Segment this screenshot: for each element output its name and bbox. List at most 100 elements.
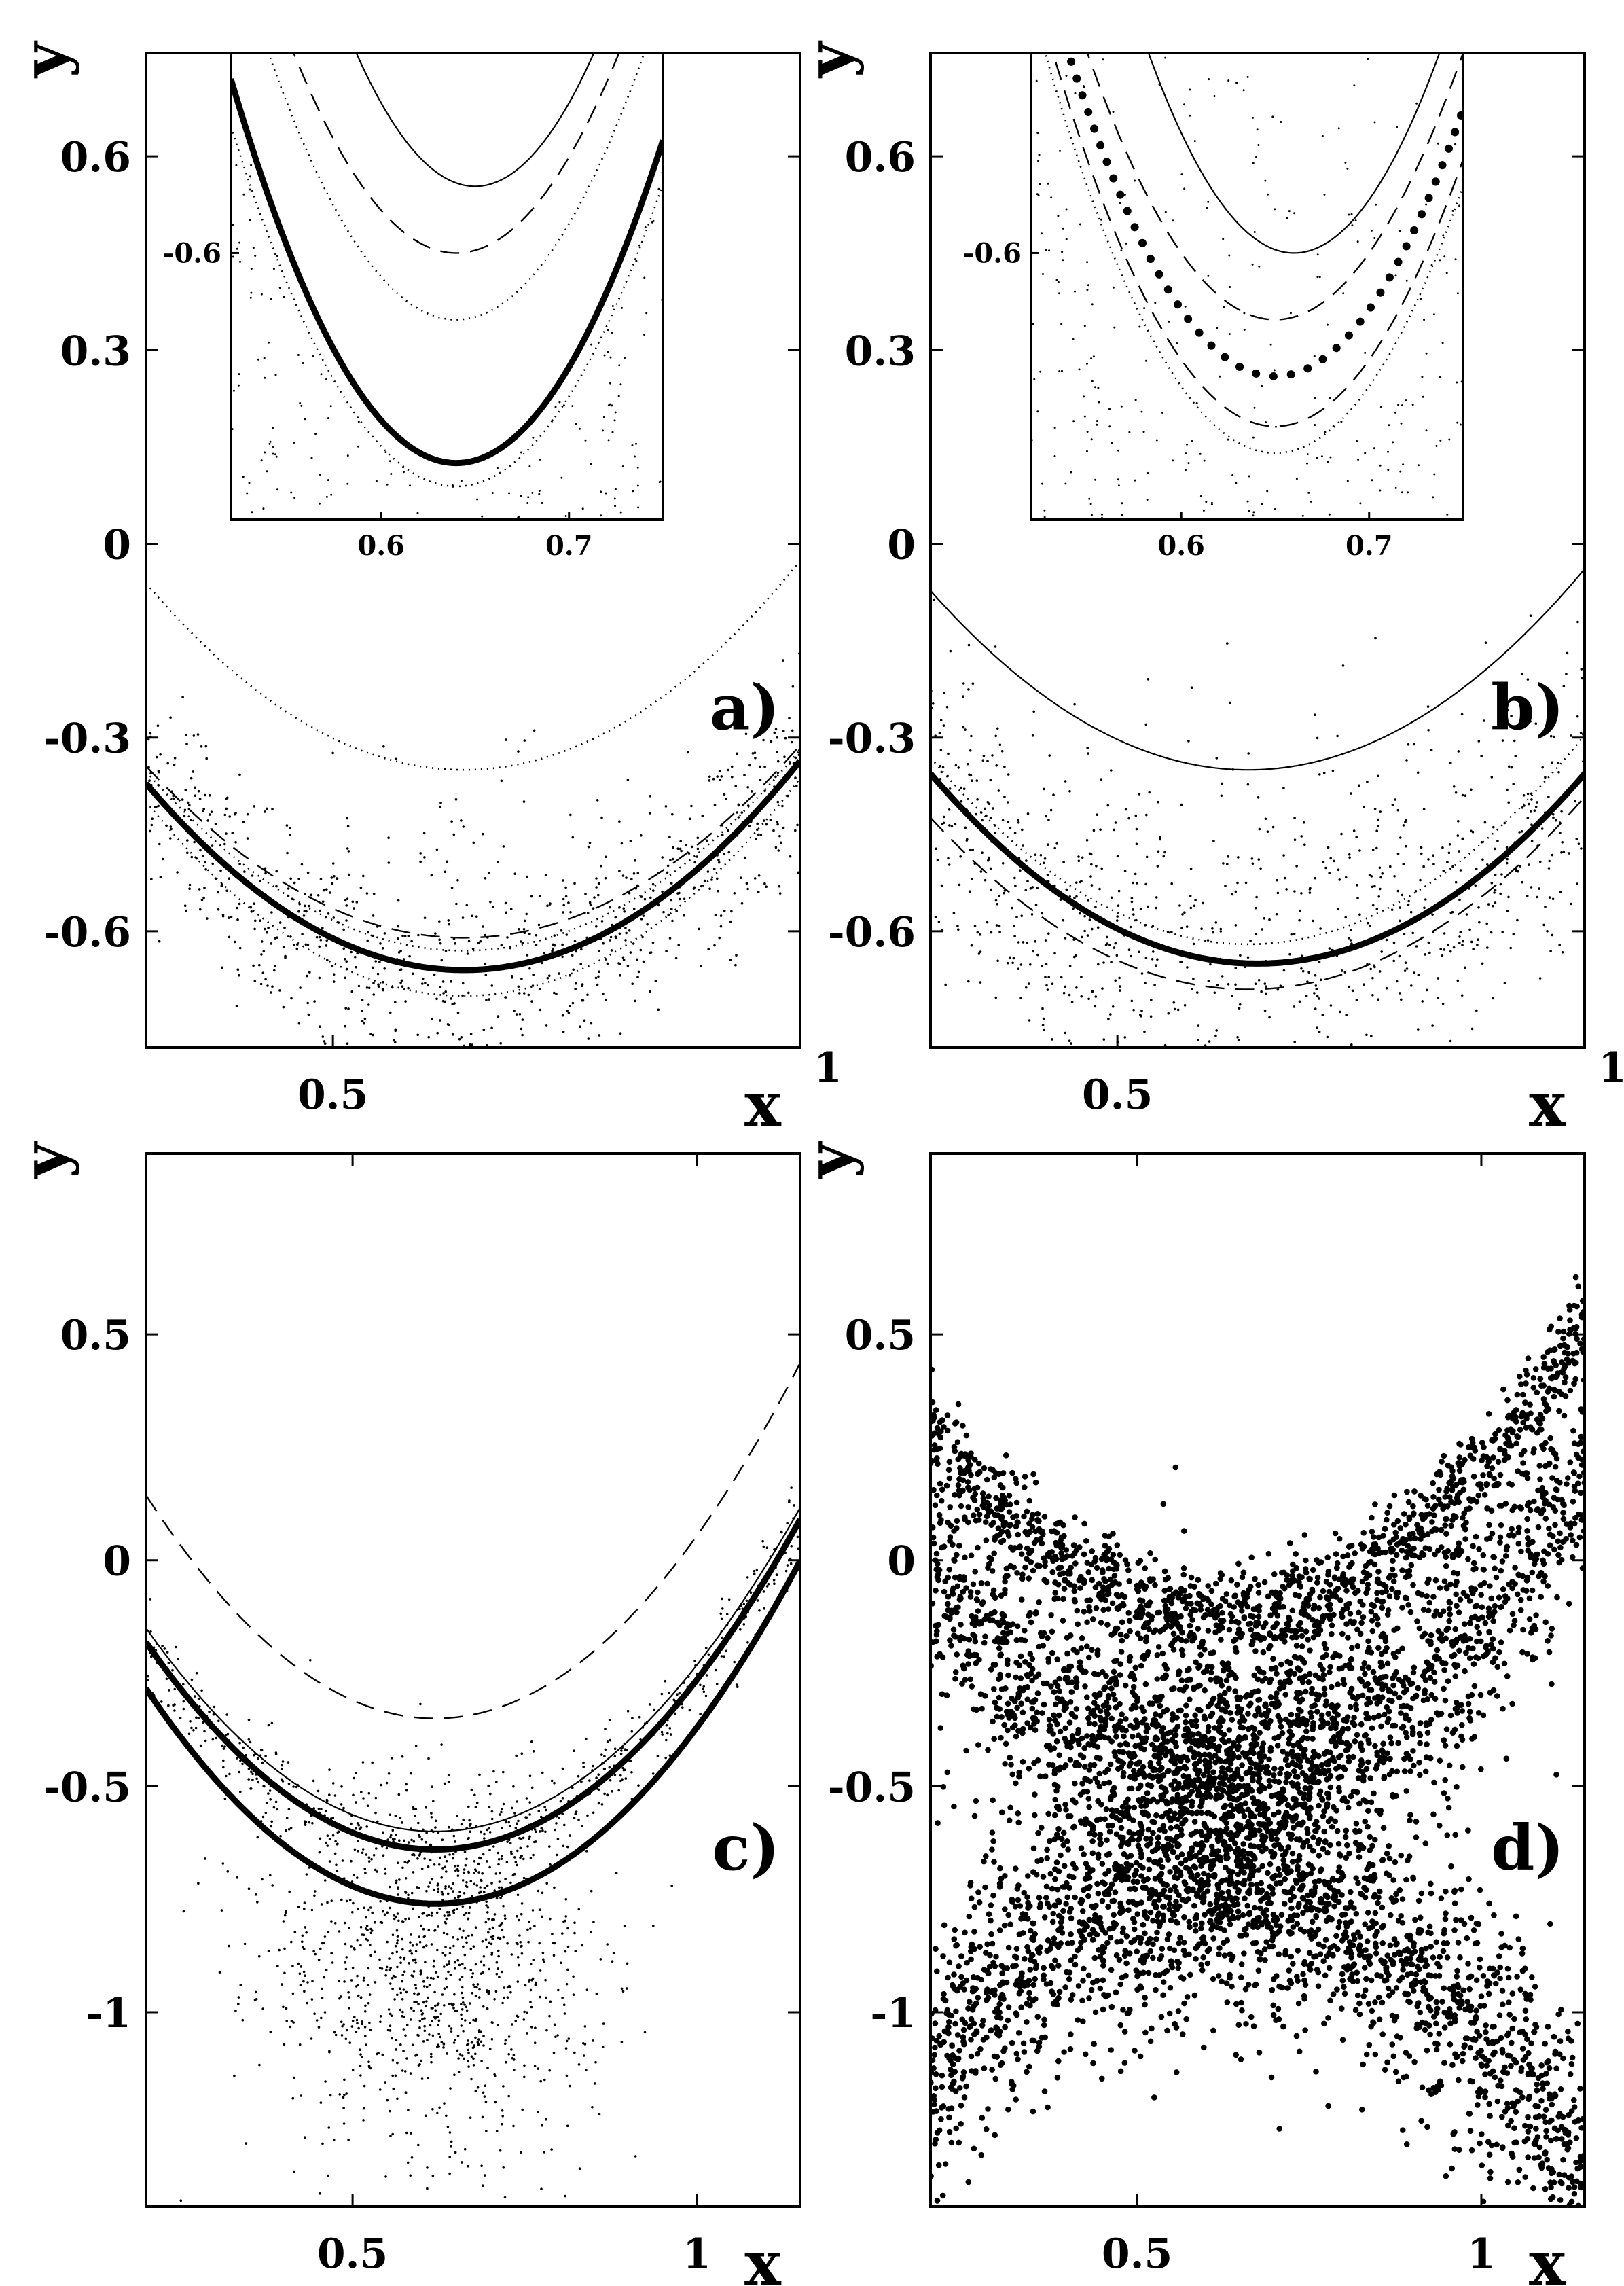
scatter-point: [403, 935, 407, 937]
scatter-point: [517, 1819, 520, 1823]
scatter-point: [1328, 872, 1331, 874]
scatter-point: [725, 1649, 728, 1653]
scatter-point: [500, 779, 503, 783]
scatter-point: [1110, 961, 1113, 963]
scatter-point: [991, 754, 994, 757]
cloud-point: [1086, 1830, 1093, 1837]
scatter-point: [1526, 678, 1530, 681]
inset-point: [1396, 126, 1398, 128]
scatter-point: [228, 1772, 231, 1776]
scatter-point: [1013, 832, 1017, 834]
scatter-point: [1401, 893, 1404, 897]
scatter-point: [632, 908, 636, 910]
scatter-point: [1494, 889, 1497, 892]
inset-frame: [1030, 52, 1464, 521]
inset-point: [1043, 516, 1046, 518]
cloud-point: [958, 1503, 964, 1510]
scatter-point: [622, 959, 626, 961]
scatter-point: [202, 808, 206, 810]
scatter-point: [242, 1746, 245, 1749]
cloud-point: [1153, 1812, 1159, 1819]
cloud-point: [980, 2018, 986, 2024]
inset-point: [1210, 501, 1213, 504]
scatter-point: [175, 1645, 177, 1649]
scatter-point: [1119, 1056, 1122, 1059]
scatter-point: [501, 1922, 504, 1925]
scatter-point: [469, 1947, 473, 1950]
cloud-point: [990, 1718, 996, 1725]
scatter-point: [412, 1840, 416, 1843]
scatter-point: [1130, 954, 1132, 958]
scatter-point: [672, 846, 674, 849]
scatter-point: [419, 1969, 422, 1972]
scatter-point: [564, 2047, 568, 2050]
scatter-point: [169, 825, 173, 828]
scatter-point: [511, 1874, 515, 1877]
scatter-point: [739, 1628, 742, 1631]
scatter-point: [666, 1732, 669, 1735]
scatter-point: [586, 912, 590, 914]
scatter-point: [289, 877, 293, 880]
scatter-point: [211, 862, 215, 865]
scatter-point: [391, 1952, 394, 1955]
scatter-point: [509, 1850, 513, 1853]
inset-point: [1184, 305, 1187, 308]
cloud-point: [1498, 1567, 1504, 1574]
scatter-point: [579, 1025, 581, 1028]
scatter-point: [1299, 909, 1301, 912]
scatter-point: [379, 1899, 382, 1903]
scatter-point: [1248, 1317, 1251, 1319]
inset-y-tick-label: -0.6: [963, 237, 1022, 269]
scatter-point: [497, 1967, 499, 1970]
scatter-point: [1454, 880, 1458, 884]
scatter-point: [367, 1791, 371, 1795]
cloud-point: [1091, 1700, 1098, 1706]
scatter-point: [1051, 1038, 1053, 1041]
scatter-point: [321, 2142, 324, 2145]
scatter-point: [275, 885, 278, 888]
scatter-point: [582, 1766, 585, 1768]
scatter-point: [565, 1982, 569, 1986]
scatter-point: [259, 919, 262, 922]
scatter-point: [1490, 931, 1493, 934]
scatter-point: [306, 1001, 310, 1005]
scatter-point: [189, 1720, 192, 1723]
scatter-point: [714, 1668, 717, 1672]
scatter-point: [1189, 867, 1193, 870]
scatter-point: [721, 1607, 724, 1610]
scatter-point: [256, 1836, 259, 1839]
scatter-point: [441, 1867, 444, 1870]
scatter-point: [437, 1863, 441, 1866]
scatter-point: [1017, 821, 1020, 824]
scatter-point: [1098, 1124, 1100, 1127]
scatter-point: [350, 1945, 353, 1948]
scatter-point: [1220, 794, 1223, 798]
scatter-point: [615, 1872, 618, 1874]
scatter-point: [289, 935, 292, 938]
scatter-point: [1521, 880, 1523, 884]
scatter-point: [533, 2065, 537, 2068]
scatter-point: [1125, 1054, 1127, 1056]
scatter-point: [1132, 1008, 1135, 1012]
scatter-point: [474, 2090, 477, 2092]
scatter-point: [706, 870, 710, 873]
scatter-point: [452, 1033, 454, 1036]
inset-point: [1269, 343, 1272, 346]
inset-point: [1255, 156, 1258, 158]
scatter-point: [197, 1698, 200, 1700]
scatter-point: [291, 2096, 295, 2100]
scatter-point: [497, 1851, 500, 1855]
scatter-point: [363, 1017, 367, 1020]
scatter-point: [197, 1717, 200, 1719]
scatter-point: [534, 1840, 537, 1843]
scatter-point: [664, 1756, 667, 1760]
scatter-point: [783, 755, 786, 758]
scatter-point: [344, 958, 346, 961]
scatter-point: [1427, 729, 1430, 732]
inset-point: [1293, 212, 1296, 215]
scatter-point: [1293, 817, 1296, 819]
scatter-point: [1246, 783, 1250, 786]
scatter-point: [585, 2069, 588, 2072]
scatter-point: [332, 2139, 336, 2141]
